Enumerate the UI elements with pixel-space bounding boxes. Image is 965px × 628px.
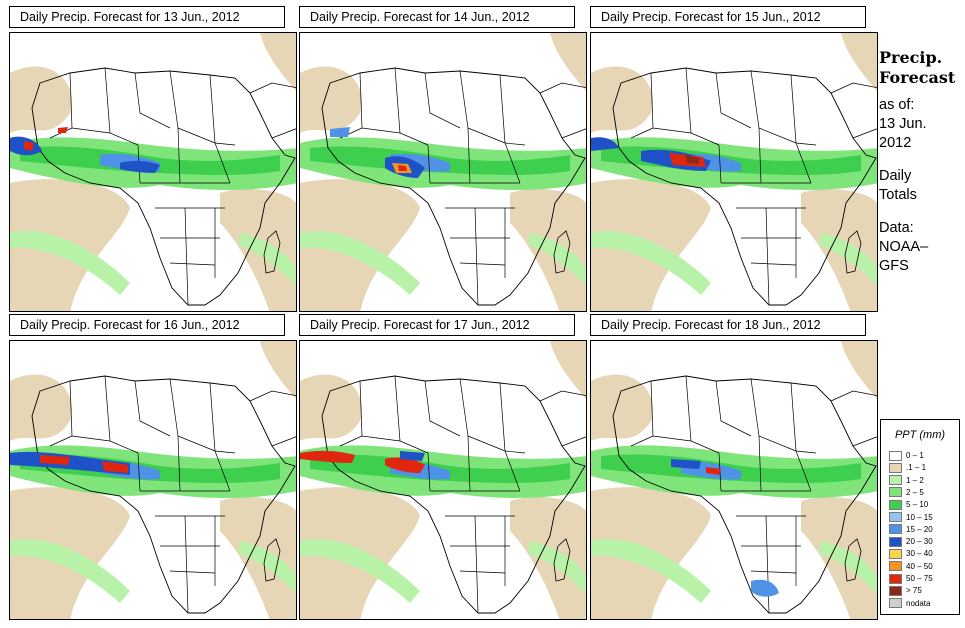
legend-item: 50 – 75 bbox=[889, 573, 933, 584]
legend-label: nodata bbox=[906, 598, 931, 608]
forecast-panel-16-jun: Daily Precip. Forecast for 16 Jun., 2012 bbox=[9, 314, 297, 620]
precip-map bbox=[299, 32, 587, 312]
totals-line2: Totals bbox=[879, 187, 917, 203]
legend-swatch bbox=[889, 548, 902, 559]
legend-item: > 75 bbox=[889, 585, 922, 596]
legend-swatch bbox=[889, 573, 902, 584]
legend-item: 10 – 15 bbox=[889, 512, 933, 523]
legend-swatch bbox=[889, 487, 902, 498]
legend-label: 30 – 40 bbox=[906, 549, 933, 559]
legend-label: 50 – 75 bbox=[906, 574, 933, 583]
legend-item: .1 – 1 bbox=[889, 462, 926, 473]
forecast-panel-15-jun: Daily Precip. Forecast for 15 Jun., 2012 bbox=[590, 6, 878, 312]
legend-swatch bbox=[889, 598, 902, 609]
forecast-panel-18-jun: Daily Precip. Forecast for 18 Jun., 2012 bbox=[590, 314, 878, 620]
precip-map bbox=[9, 340, 297, 620]
legend-item: 0 – 1 bbox=[889, 450, 924, 461]
legend-label: 0 – 1 bbox=[906, 451, 924, 460]
forecast-description: Precip. Forecast as of: 13 Jun. 2012 Dai… bbox=[879, 48, 965, 276]
side-title-line1: Precip. bbox=[879, 48, 943, 67]
panel-title: Daily Precip. Forecast for 14 Jun., 2012 bbox=[299, 6, 575, 28]
forecast-panel-17-jun: Daily Precip. Forecast for 17 Jun., 2012 bbox=[299, 314, 587, 620]
legend-swatch bbox=[889, 462, 902, 473]
legend-swatch bbox=[889, 475, 902, 486]
legend-label: 10 – 15 bbox=[906, 512, 933, 522]
asof-year: 2012 bbox=[879, 135, 912, 151]
precip-map bbox=[590, 340, 878, 620]
precip-map bbox=[590, 32, 878, 312]
legend-swatch bbox=[889, 450, 902, 461]
legend-item: 20 – 30 bbox=[889, 536, 933, 547]
panel-title: Daily Precip. Forecast for 13 Jun., 2012 bbox=[9, 6, 285, 28]
legend-swatch bbox=[889, 499, 902, 510]
legend-label: 15 – 20 bbox=[906, 524, 933, 534]
asof-label: as of: bbox=[879, 97, 915, 113]
legend-swatch bbox=[889, 561, 902, 572]
legend-label: 1 – 2 bbox=[906, 475, 924, 485]
forecast-panel-14-jun: Daily Precip. Forecast for 14 Jun., 2012 bbox=[299, 6, 587, 312]
panel-title: Daily Precip. Forecast for 16 Jun., 2012 bbox=[9, 314, 285, 336]
asof-date: 13 Jun. bbox=[879, 116, 927, 132]
legend-swatch bbox=[889, 536, 902, 547]
legend-swatch bbox=[889, 585, 902, 596]
legend-label: 40 – 50 bbox=[906, 561, 933, 571]
legend-item: 30 – 40 bbox=[889, 548, 933, 559]
legend-label: 20 – 30 bbox=[906, 537, 933, 547]
legend-item: 2 – 5 bbox=[889, 487, 924, 498]
legend-label: > 75 bbox=[906, 586, 922, 596]
legend-label: 5 – 10 bbox=[906, 500, 929, 510]
legend-title: PPT (mm) bbox=[894, 429, 946, 441]
legend-item: nodata bbox=[889, 598, 930, 609]
panel-title: Daily Precip. Forecast for 18 Jun., 2012 bbox=[590, 314, 866, 336]
side-title-line2: Forecast bbox=[879, 68, 956, 87]
precip-map bbox=[299, 340, 587, 620]
legend-item: 15 – 20 bbox=[889, 524, 933, 535]
panel-title: Daily Precip. Forecast for 17 Jun., 2012 bbox=[299, 314, 575, 336]
data-label: Data: bbox=[879, 220, 914, 236]
legend-swatch bbox=[889, 524, 902, 535]
totals-line1: Daily bbox=[879, 168, 912, 184]
precip-map bbox=[9, 32, 297, 312]
data-source-line2: GFS bbox=[879, 258, 909, 274]
legend-label: .1 – 1 bbox=[906, 463, 927, 473]
data-source-line1: NOAA– bbox=[879, 239, 929, 255]
precip-legend: PPT (mm) 0 – 1 .1 – 1 1 – 2 2 – 5 5 – 10 10 –… bbox=[880, 419, 960, 615]
legend-item: 1 – 2 bbox=[889, 475, 924, 486]
legend-item: 40 – 50 bbox=[889, 561, 933, 572]
panel-title: Daily Precip. Forecast for 15 Jun., 2012 bbox=[590, 6, 866, 28]
legend-swatch bbox=[889, 512, 902, 522]
legend-label: 2 – 5 bbox=[906, 487, 924, 497]
legend-item: 5 – 10 bbox=[889, 499, 928, 510]
forecast-panel-13-jun: Daily Precip. Forecast for 13 Jun., 2012 bbox=[9, 6, 297, 312]
